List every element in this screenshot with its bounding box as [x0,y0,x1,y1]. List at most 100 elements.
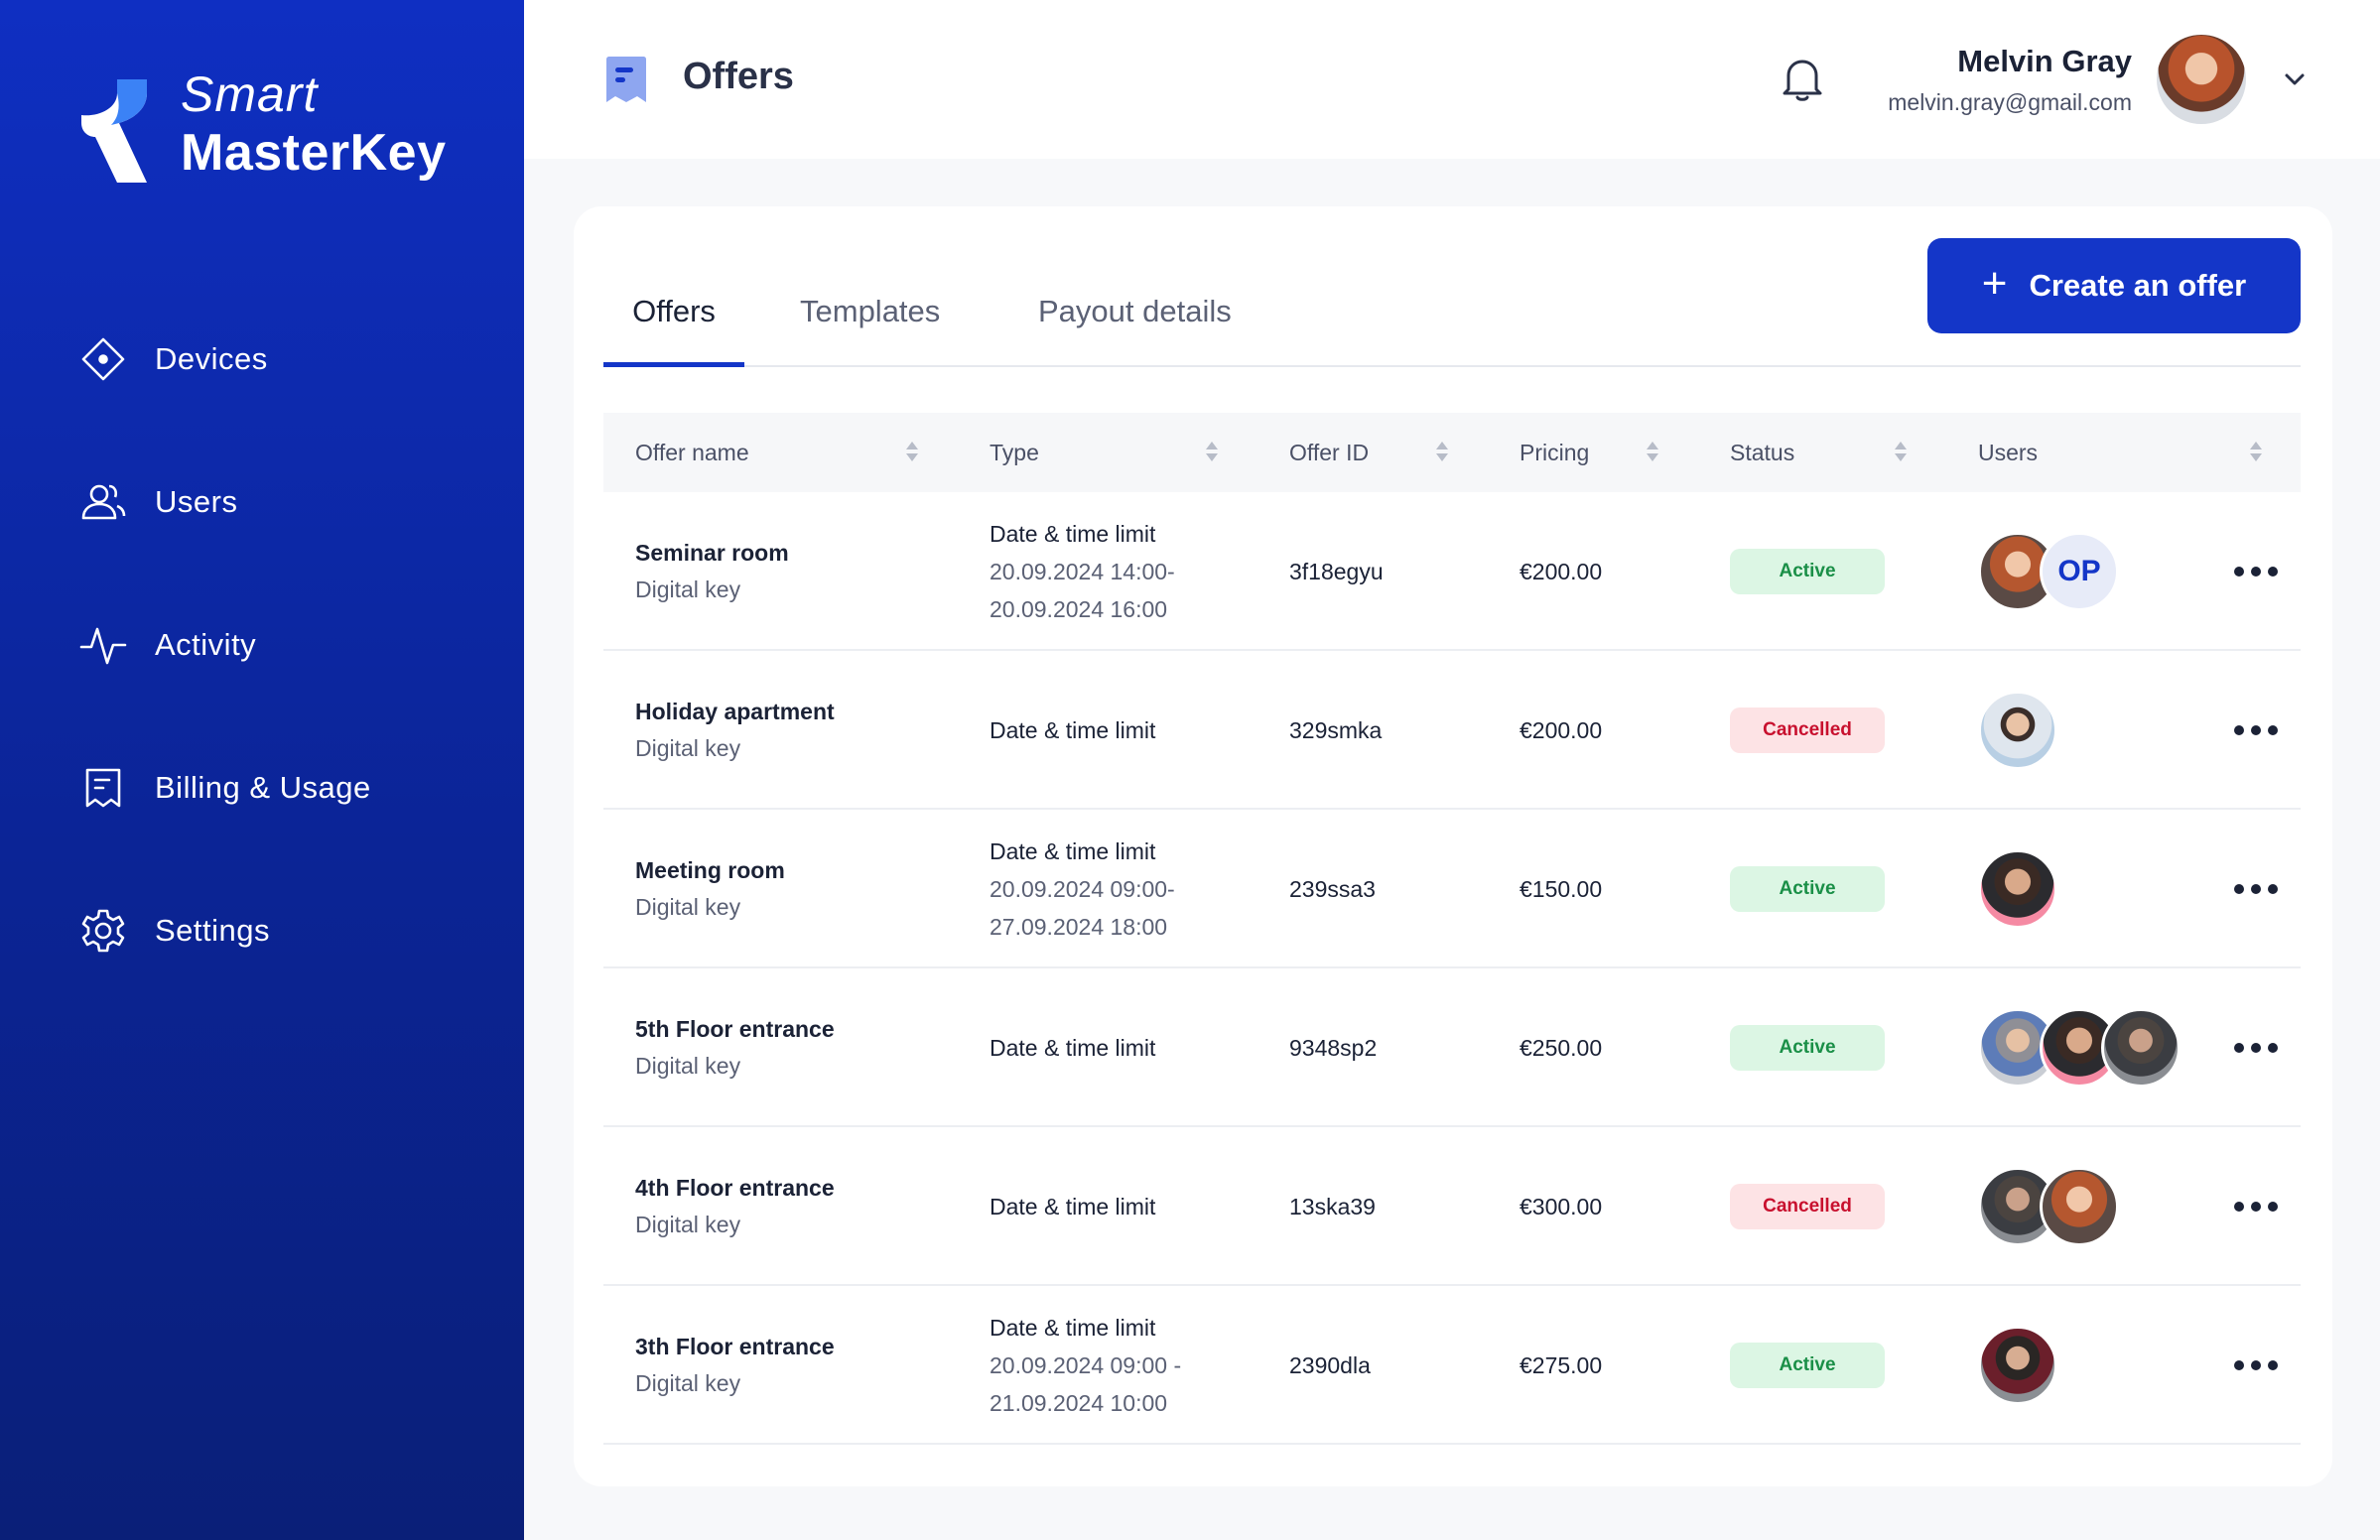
offer-range-end: 27.09.2024 18:00 [990,914,1168,940]
avatar[interactable] [1978,1326,2057,1405]
brand-line2: MasterKey [181,124,447,182]
table-row[interactable]: 3th Floor entrance Digital key Date & tim… [603,1286,2301,1445]
sidebar-item-billing[interactable]: Billing & Usage [79,716,371,859]
sidebar-item-users[interactable]: Users [79,431,371,574]
avatar[interactable] [1978,849,2057,929]
gear-icon [81,909,125,953]
create-offer-label: Create an offer [2029,268,2247,303]
bell-icon[interactable] [1777,54,1828,105]
more-options-icon[interactable] [2231,1351,2281,1379]
more-options-icon[interactable] [2231,875,2281,903]
column-pricing[interactable]: Pricing [1520,440,1590,465]
offer-id: 329smka [1289,716,1383,743]
avatar[interactable] [2040,1167,2119,1246]
column-type[interactable]: Type [990,440,1039,465]
status-badge: Cancelled [1730,1184,1885,1229]
column-status[interactable]: Status [1730,440,1795,465]
table-row[interactable]: Holiday apartment Digital key Date & time… [603,651,2301,810]
offers-card: Offers Templates Payout details + Create… [574,206,2332,1486]
avatar[interactable] [2101,1008,2181,1088]
offer-kind: Digital key [635,577,741,602]
more-options-icon[interactable] [2231,716,2281,744]
tab-offers[interactable]: Offers [603,266,744,367]
offer-id: 13ska39 [1289,1193,1376,1219]
offer-name: Seminar room [635,540,789,566]
avatar-initials[interactable]: OP [2040,532,2119,611]
offer-kind: Digital key [635,1212,741,1237]
tab-bar: Offers Templates Payout details [603,266,2301,367]
offer-id: 3f18egyu [1289,558,1384,584]
table-row[interactable]: Seminar room Digital key Date & time limi… [603,492,2301,651]
offer-kind: Digital key [635,1370,741,1396]
sidebar-item-label: Settings [155,913,271,948]
status-badge: Active [1730,1025,1885,1071]
create-offer-button[interactable]: + Create an offer [1927,238,2301,333]
sort-icon[interactable] [2249,441,2263,462]
offer-id: 2390dla [1289,1351,1371,1378]
table-row[interactable]: 5th Floor entrance Digital key Date & tim… [603,968,2301,1127]
sort-icon[interactable] [1205,441,1219,462]
offer-type: Date & time limit [990,1315,1156,1341]
sort-icon[interactable] [1894,441,1908,462]
user-email: melvin.gray@gmail.com [1888,89,2132,115]
sidebar-item-label: Devices [155,341,268,376]
brand-logo[interactable]: Smart MasterKey [81,69,447,183]
more-options-icon[interactable] [2231,1193,2281,1220]
sidebar-item-devices[interactable]: Devices [79,288,371,431]
offers-table: Offer name Type Offer ID Pricing Status … [603,413,2301,1445]
avatar[interactable] [2154,32,2249,127]
status-badge: Active [1730,1343,1885,1388]
offer-kind: Digital key [635,894,741,920]
brand-line1: Smart [181,66,319,122]
offer-type: Date & time limit [990,838,1156,864]
offer-name: 5th Floor entrance [635,1016,835,1042]
offer-range-end: 20.09.2024 16:00 [990,596,1168,622]
tab-templates[interactable]: Templates [800,294,941,328]
sidebar-nav: Devices Users Activity Billing & Usage [79,288,371,1002]
sort-icon[interactable] [1435,441,1449,462]
activity-icon [79,627,127,665]
table-row[interactable]: 4th Floor entrance Digital key Date & tim… [603,1127,2301,1286]
table-row[interactable]: Meeting room Digital key Date & time limi… [603,810,2301,968]
sidebar-item-settings[interactable]: Settings [79,859,371,1002]
status-badge: Active [1730,549,1885,594]
diamond-icon [81,337,125,381]
offer-kind: Digital key [635,1053,741,1079]
chevron-down-icon[interactable] [2281,65,2309,93]
offer-price: €200.00 [1520,558,1603,584]
column-users[interactable]: Users [1978,440,2039,465]
avatar[interactable] [1978,691,2057,770]
more-options-icon[interactable] [2231,558,2281,585]
offer-name: Holiday apartment [635,699,835,724]
sidebar-item-activity[interactable]: Activity [79,574,371,716]
offer-type: Date & time limit [990,1194,1156,1219]
tab-payout-details[interactable]: Payout details [1038,294,1232,328]
user-name: Melvin Gray [1957,44,2132,78]
top-header: Offers Melvin Gray melvin.gray@gmail.com [524,0,2380,159]
offer-price: €200.00 [1520,716,1603,743]
offer-price: €275.00 [1520,1351,1603,1378]
offer-price: €150.00 [1520,875,1603,902]
offer-type: Date & time limit [990,1035,1156,1061]
more-options-icon[interactable] [2231,1034,2281,1062]
offer-range-start: 20.09.2024 09:00- [990,876,1175,902]
logo-mark-icon [81,79,147,183]
offer-name: 4th Floor entrance [635,1175,835,1201]
offer-name: Meeting room [635,857,785,883]
sort-icon[interactable] [1646,441,1659,462]
offer-id: 239ssa3 [1289,875,1376,902]
status-badge: Cancelled [1730,707,1885,753]
offer-kind: Digital key [635,735,741,761]
plus-icon: + [1981,259,2008,308]
sort-icon[interactable] [905,441,919,462]
column-offer-name[interactable]: Offer name [635,440,749,465]
receipt-icon [85,768,121,808]
table-header: Offer name Type Offer ID Pricing Status … [603,413,2301,492]
page-title: Offers [683,56,794,97]
offer-type: Date & time limit [990,521,1156,547]
status-badge: Active [1730,866,1885,912]
column-offer-id[interactable]: Offer ID [1289,440,1370,465]
offer-receipt-icon [606,57,646,102]
offer-range-end: 21.09.2024 10:00 [990,1390,1168,1416]
offer-range-start: 20.09.2024 14:00- [990,559,1175,584]
